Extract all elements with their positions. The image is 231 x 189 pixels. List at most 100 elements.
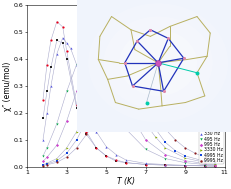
Point bbox=[166, 37, 169, 40]
Point bbox=[49, 39, 52, 42]
Point bbox=[122, 61, 126, 64]
X-axis label: T (K): T (K) bbox=[116, 177, 134, 186]
Point bbox=[41, 154, 45, 157]
Point bbox=[194, 71, 198, 74]
Point bbox=[182, 156, 186, 160]
Point bbox=[64, 42, 68, 45]
Point bbox=[114, 71, 117, 74]
Point bbox=[181, 57, 185, 60]
Y-axis label: χ″ (emu/mol): χ″ (emu/mol) bbox=[3, 61, 12, 111]
Point bbox=[74, 90, 78, 93]
Point bbox=[41, 117, 45, 120]
Point bbox=[55, 39, 58, 42]
Point bbox=[94, 146, 98, 149]
Point bbox=[49, 84, 52, 88]
Point bbox=[45, 90, 49, 93]
Point bbox=[182, 146, 186, 149]
Point bbox=[84, 66, 88, 69]
Point bbox=[64, 90, 68, 93]
Point bbox=[135, 40, 138, 43]
Point bbox=[104, 58, 108, 61]
Point bbox=[124, 84, 127, 88]
Point bbox=[84, 133, 88, 136]
Point bbox=[212, 159, 216, 162]
Ellipse shape bbox=[119, 30, 196, 96]
Point bbox=[153, 128, 157, 131]
Point bbox=[124, 84, 127, 88]
Point bbox=[163, 163, 167, 167]
Point bbox=[182, 164, 186, 167]
Point bbox=[133, 122, 137, 125]
Point bbox=[212, 165, 216, 168]
Point bbox=[114, 95, 117, 98]
Point bbox=[212, 165, 216, 168]
Point bbox=[94, 101, 98, 104]
Point bbox=[124, 158, 127, 161]
Point bbox=[156, 61, 159, 64]
Point bbox=[143, 103, 147, 106]
Point bbox=[163, 128, 167, 131]
Point bbox=[202, 163, 206, 166]
Point bbox=[94, 119, 98, 122]
Point bbox=[133, 103, 137, 106]
Point bbox=[173, 149, 176, 152]
Point bbox=[69, 47, 72, 50]
Point bbox=[124, 161, 127, 164]
Point bbox=[202, 164, 206, 167]
Point bbox=[192, 152, 196, 155]
Point bbox=[45, 163, 49, 166]
Point bbox=[124, 90, 127, 93]
Point bbox=[202, 162, 206, 165]
Point bbox=[202, 164, 206, 167]
Point bbox=[45, 112, 49, 115]
Point bbox=[84, 130, 88, 133]
Point bbox=[212, 162, 216, 165]
Point bbox=[133, 93, 137, 96]
Point bbox=[163, 146, 167, 149]
Point bbox=[182, 164, 186, 167]
Point bbox=[114, 79, 117, 82]
Point bbox=[114, 106, 117, 109]
Point bbox=[74, 130, 78, 133]
Point bbox=[45, 146, 49, 149]
Point bbox=[212, 164, 216, 167]
Point bbox=[163, 153, 167, 156]
Point bbox=[74, 63, 78, 66]
Point bbox=[124, 128, 127, 131]
Point bbox=[104, 154, 108, 157]
Point bbox=[104, 106, 108, 109]
Point bbox=[41, 98, 45, 101]
Point bbox=[94, 58, 98, 61]
Point bbox=[133, 98, 137, 101]
Point bbox=[41, 160, 45, 163]
Point bbox=[153, 136, 157, 139]
Point bbox=[41, 138, 45, 141]
Point bbox=[143, 138, 147, 141]
Point bbox=[163, 141, 167, 144]
Point bbox=[104, 79, 108, 82]
Point bbox=[173, 138, 176, 141]
Point bbox=[45, 162, 49, 165]
Point bbox=[114, 160, 117, 163]
Point bbox=[84, 52, 88, 55]
Point bbox=[55, 52, 58, 55]
Point bbox=[61, 26, 64, 29]
Point bbox=[124, 161, 127, 164]
Point bbox=[45, 156, 49, 159]
Point bbox=[64, 156, 68, 159]
Point bbox=[64, 152, 68, 155]
Point bbox=[104, 74, 108, 77]
Point bbox=[64, 58, 68, 61]
Point bbox=[144, 101, 148, 104]
Point bbox=[74, 63, 78, 66]
Point bbox=[74, 103, 78, 106]
Point bbox=[202, 161, 206, 164]
Point bbox=[74, 138, 78, 141]
Ellipse shape bbox=[88, 3, 227, 122]
Point bbox=[202, 156, 206, 159]
Point bbox=[84, 133, 88, 136]
Point bbox=[55, 161, 58, 164]
Point bbox=[212, 165, 216, 168]
Point bbox=[64, 146, 68, 149]
Point bbox=[182, 161, 186, 164]
